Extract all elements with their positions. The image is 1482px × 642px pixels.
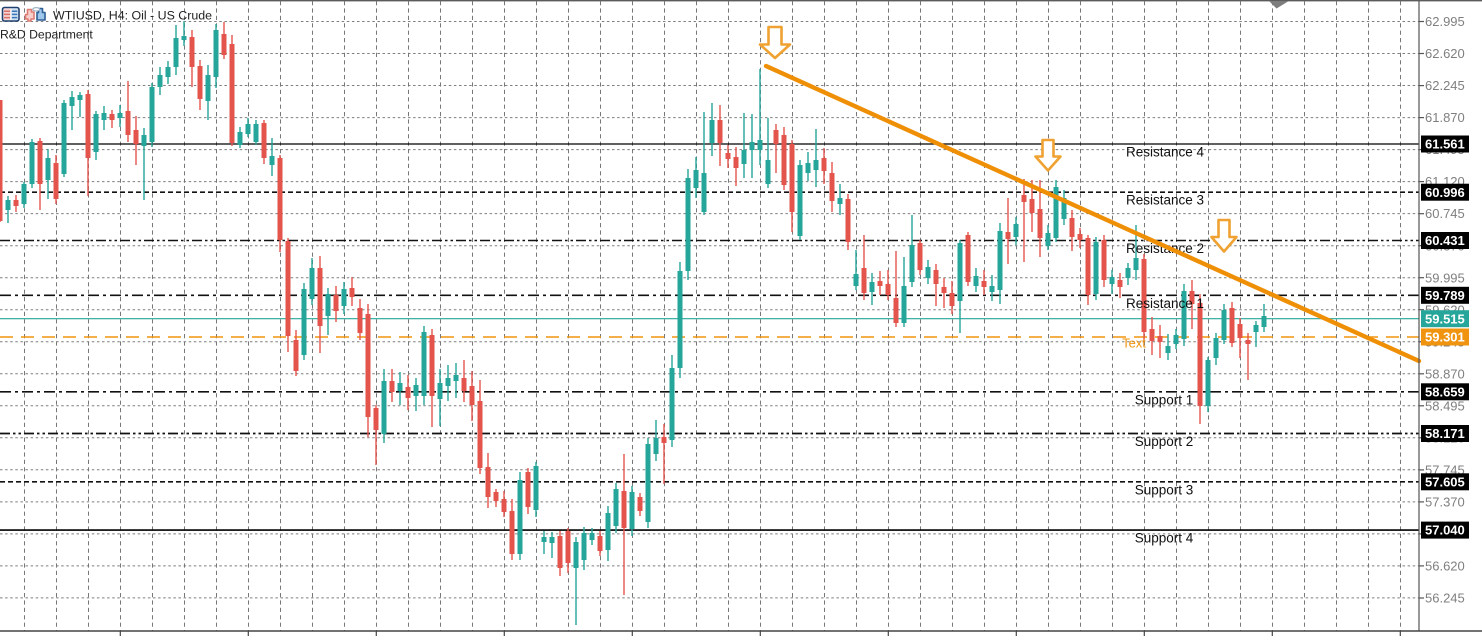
svg-text:Support 2: Support 2	[1135, 434, 1194, 449]
svg-text:60.745: 60.745	[1425, 206, 1465, 221]
svg-text:60.996: 60.996	[1425, 185, 1465, 200]
svg-text:Resistance 3: Resistance 3	[1126, 192, 1204, 207]
svg-text:59.515: 59.515	[1425, 311, 1465, 326]
svg-text:59.789: 59.789	[1425, 288, 1465, 303]
svg-text:56.620: 56.620	[1425, 559, 1465, 574]
svg-text:58.870: 58.870	[1425, 366, 1465, 381]
svg-text:Resistance 1: Resistance 1	[1126, 296, 1204, 311]
svg-text:Text: Text	[1122, 335, 1146, 350]
svg-text:58.659: 58.659	[1425, 384, 1465, 399]
svg-text:59.301: 59.301	[1425, 330, 1465, 345]
svg-text:59.995: 59.995	[1425, 270, 1465, 285]
svg-text:Support 3: Support 3	[1135, 482, 1194, 497]
svg-text:57.605: 57.605	[1425, 474, 1465, 489]
svg-text:R&D Department: R&D Department	[0, 28, 93, 42]
svg-text:62.245: 62.245	[1425, 78, 1465, 93]
svg-text:61.561: 61.561	[1425, 137, 1465, 152]
svg-text:61.870: 61.870	[1425, 110, 1465, 125]
svg-text:WTIUSD, H4: Oil - US Crude: WTIUSD, H4: Oil - US Crude	[53, 9, 212, 23]
svg-text:58.171: 58.171	[1425, 426, 1465, 441]
svg-text:57.040: 57.040	[1425, 523, 1465, 538]
svg-text:56.245: 56.245	[1425, 591, 1465, 606]
svg-text:Support 1: Support 1	[1135, 392, 1194, 407]
svg-text:Resistance 4: Resistance 4	[1126, 144, 1205, 159]
svg-text:60.431: 60.431	[1425, 233, 1465, 248]
svg-text:62.995: 62.995	[1425, 14, 1465, 29]
svg-text:62.620: 62.620	[1425, 46, 1465, 61]
svg-text:Support 4: Support 4	[1135, 530, 1194, 545]
svg-text:58.495: 58.495	[1425, 398, 1465, 413]
svg-text:57.370: 57.370	[1425, 495, 1465, 510]
